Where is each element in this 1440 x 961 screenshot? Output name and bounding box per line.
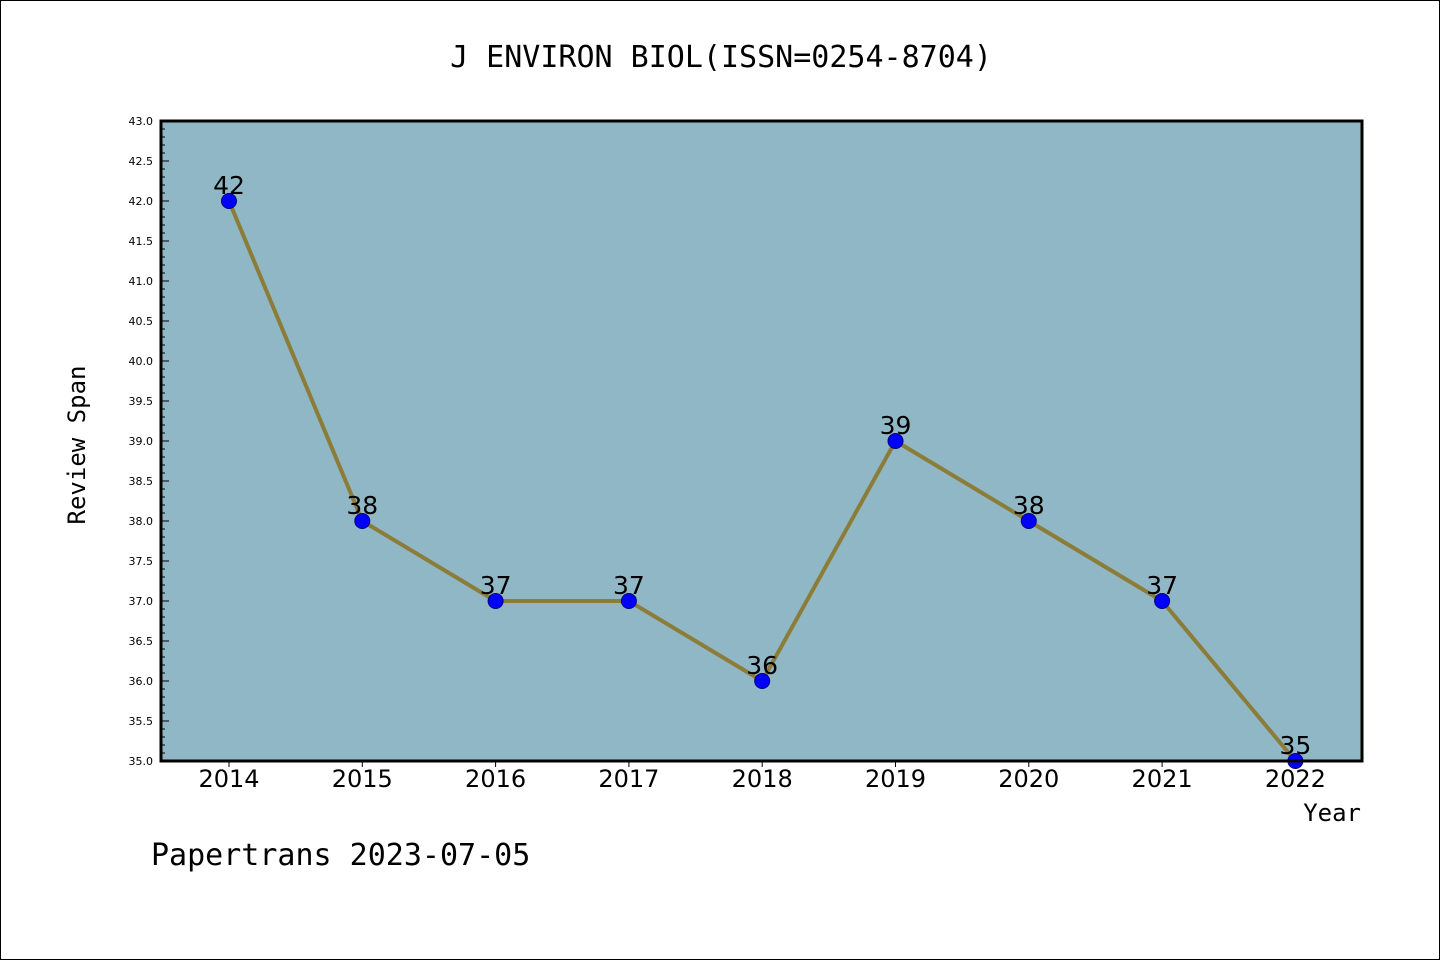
y-tick-label: 41.5 bbox=[129, 235, 154, 248]
y-tick-label: 42.0 bbox=[129, 195, 154, 208]
data-point-marker bbox=[354, 513, 371, 529]
y-axis-ticks: 35.0 35.5 36.0 36.5 37.0 37.5 38.0 38.5 39.0 39.5… bbox=[129, 115, 169, 768]
y-tick-label: 41.0 bbox=[129, 275, 154, 288]
y-tick-label: 37.5 bbox=[129, 555, 154, 568]
data-point-label: 42 bbox=[213, 171, 245, 200]
y-tick-label: 36.0 bbox=[129, 675, 154, 688]
data-point-marker bbox=[1020, 513, 1037, 529]
plot-area bbox=[161, 121, 1362, 761]
data-point-marker bbox=[887, 433, 904, 449]
data-point-marker bbox=[754, 673, 771, 689]
y-axis-label: Review Span bbox=[63, 366, 91, 525]
y-tick-label: 36.5 bbox=[129, 635, 154, 648]
x-tick-label: 2020 bbox=[998, 765, 1059, 793]
y-tick-label: 38.5 bbox=[129, 475, 154, 488]
data-point-marker bbox=[221, 193, 237, 209]
y-tick-label: 42.5 bbox=[129, 155, 154, 168]
data-point-label: 39 bbox=[880, 411, 912, 440]
data-point-label: 37 bbox=[613, 571, 645, 600]
y-tick-label: 40.0 bbox=[129, 355, 154, 368]
data-point-marker bbox=[487, 593, 504, 609]
x-tick-label: 2022 bbox=[1265, 765, 1326, 793]
y-tick-label: 43.0 bbox=[129, 115, 154, 128]
y-tick-label: 35.5 bbox=[129, 715, 154, 728]
y-tick-label: 39.0 bbox=[129, 435, 154, 448]
y-tick-label: 35.0 bbox=[129, 755, 154, 768]
y-tick-label: 38.0 bbox=[129, 515, 154, 528]
data-point-label: 35 bbox=[1279, 731, 1311, 760]
x-tick-label: 2018 bbox=[732, 765, 793, 793]
footer-text: Papertrans 2023-07-05 bbox=[151, 838, 530, 873]
data-point-label: 37 bbox=[480, 571, 512, 600]
plot-border bbox=[159, 119, 1364, 763]
data-point-marker bbox=[620, 593, 637, 609]
data-point-label: 38 bbox=[346, 491, 378, 520]
data-labels: 42 38 37 37 36 39 38 37 35 bbox=[213, 171, 1311, 760]
x-tick-label: 2017 bbox=[598, 765, 659, 793]
x-tick-label: 2019 bbox=[865, 765, 926, 793]
x-tick-label: 2014 bbox=[198, 765, 259, 793]
x-axis-label: Year bbox=[1303, 799, 1361, 827]
x-tick-label: 2016 bbox=[465, 765, 526, 793]
y-tick-label: 37.0 bbox=[129, 595, 154, 608]
data-point-label: 36 bbox=[746, 651, 778, 680]
x-tick-label: 2021 bbox=[1132, 765, 1193, 793]
x-tick-label: 2015 bbox=[332, 765, 393, 793]
data-point-marker bbox=[1154, 593, 1171, 609]
y-tick-label: 40.5 bbox=[129, 315, 154, 328]
x-axis-ticks: 2014 2015 2016 2017 2018 2019 2020 2021 2022 bbox=[198, 761, 1326, 793]
chart-title: J ENVIRON BIOL(ISSN=0254-8704) bbox=[450, 40, 992, 75]
data-point-label: 38 bbox=[1013, 491, 1045, 520]
y-tick-label: 39.5 bbox=[129, 395, 154, 408]
data-point-label: 37 bbox=[1146, 571, 1178, 600]
